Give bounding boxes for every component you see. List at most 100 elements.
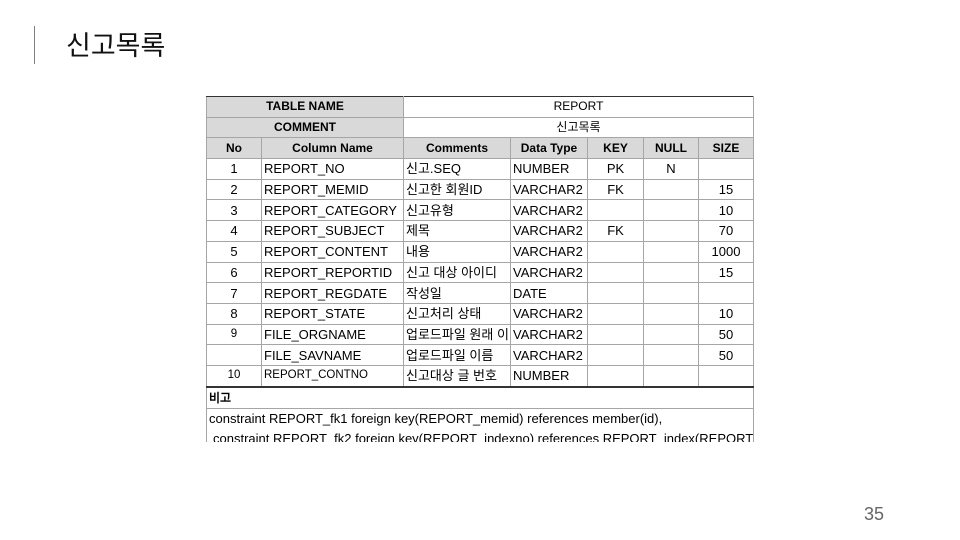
cell-column-name: REPORT_REPORTID — [261, 261, 404, 284]
meta-value: REPORT — [402, 96, 754, 118]
cell-size — [697, 158, 754, 180]
cell-null — [643, 261, 699, 284]
table-row: 5 REPORT_CONTENT 내용 VARCHAR2 1000 — [206, 240, 754, 263]
cell-key — [587, 199, 644, 222]
column-header: Data Type — [510, 137, 588, 160]
cell-size — [697, 364, 754, 388]
cell-no: 6 — [206, 261, 262, 284]
cell-no: 10 — [206, 364, 262, 388]
cell-data-type: VARCHAR2 — [510, 323, 588, 346]
cell-data-type: VARCHAR2 — [510, 240, 588, 263]
note-line: constraint REPORT_fk1 foreign key(REPORT… — [206, 407, 754, 429]
cell-column-name: REPORT_REGDATE — [261, 282, 404, 304]
cell-no: 4 — [206, 220, 262, 242]
cell-comments: 업로드파일 원래 이 — [403, 323, 511, 346]
cell-comments: 신고.SEQ — [403, 158, 511, 180]
meta-label: TABLE NAME — [206, 96, 404, 118]
table-row: 2 REPORT_MEMID 신고한 회원ID VARCHAR2 FK 15 — [206, 178, 754, 201]
cell-no: 3 — [206, 199, 262, 222]
title-divider — [34, 26, 35, 64]
cell-column-name: REPORT_CATEGORY — [261, 199, 404, 222]
cell-size: 15 — [697, 178, 754, 201]
cell-data-type: VARCHAR2 — [510, 199, 588, 222]
cell-null — [643, 323, 699, 346]
cell-data-type: VARCHAR2 — [510, 344, 588, 366]
cell-null — [643, 220, 699, 242]
cell-key: FK — [587, 220, 644, 242]
cell-null — [643, 240, 699, 263]
notes-row: constraint REPORT_fk2 foreign key(REPORT… — [206, 428, 754, 442]
table-row: 4 REPORT_SUBJECT 제목 VARCHAR2 FK 70 — [206, 220, 754, 242]
cell-null — [643, 199, 699, 222]
cell-no — [206, 344, 262, 366]
table-row: 9 FILE_ORGNAME 업로드파일 원래 이 VARCHAR2 50 — [206, 323, 754, 346]
cell-null — [643, 302, 699, 325]
cell-null — [643, 282, 699, 304]
cell-comments: 신고 대상 아이디 — [403, 261, 511, 284]
cell-size: 70 — [697, 220, 754, 242]
cell-data-type: VARCHAR2 — [510, 261, 588, 284]
table-row: 6 REPORT_REPORTID 신고 대상 아이디 VARCHAR2 15 — [206, 261, 754, 284]
cell-column-name: FILE_ORGNAME — [261, 323, 404, 346]
cell-comments: 신고처리 상태 — [403, 302, 511, 325]
cell-key: FK — [587, 178, 644, 201]
column-header: Column Name — [261, 137, 404, 160]
column-header: Comments — [403, 137, 511, 160]
cell-column-name: FILE_SAVNAME — [261, 344, 404, 366]
note-line: constraint REPORT_fk2 foreign key(REPORT… — [206, 428, 754, 442]
table-row: 10 REPORT_CONTNO 신고대상 글 번호 NUMBER — [206, 364, 754, 388]
cell-comments: 신고유형 — [403, 199, 511, 222]
cell-column-name: REPORT_STATE — [261, 302, 404, 325]
cell-no: 5 — [206, 240, 262, 263]
table-spec-container: TABLE NAME REPORT COMMENT 신고목록 No Column… — [206, 96, 754, 442]
column-header: KEY — [587, 137, 644, 160]
cell-data-type: VARCHAR2 — [510, 220, 588, 242]
column-header: No — [206, 137, 262, 160]
cell-size — [697, 282, 754, 304]
cell-column-name: REPORT_CONTNO — [261, 364, 404, 388]
cell-size: 50 — [697, 323, 754, 346]
cell-comments: 신고한 회원ID — [403, 178, 511, 201]
table-row: 3 REPORT_CATEGORY 신고유형 VARCHAR2 10 — [206, 199, 754, 222]
meta-value: 신고목록 — [402, 116, 754, 139]
cell-comments: 작성일 — [403, 282, 511, 304]
cell-data-type: NUMBER — [510, 158, 588, 180]
cell-data-type: VARCHAR2 — [510, 178, 588, 201]
cell-key — [587, 344, 644, 366]
cell-comments: 업로드파일 이름 — [403, 344, 511, 366]
cell-size: 15 — [697, 261, 754, 284]
cell-null: N — [643, 158, 699, 180]
cell-comments: 신고대상 글 번호 — [403, 364, 511, 388]
cell-null — [643, 344, 699, 366]
notes-header-row: 비고 — [206, 385, 754, 409]
cell-key: PK — [587, 158, 644, 180]
meta-row-comment: COMMENT 신고목록 — [206, 116, 754, 139]
cell-size: 10 — [697, 199, 754, 222]
cell-key — [587, 323, 644, 346]
cell-key — [587, 302, 644, 325]
header-row: No Column Name Comments Data Type KEY NU… — [206, 137, 754, 160]
page-number: 35 — [864, 504, 885, 524]
cell-key — [587, 261, 644, 284]
table-row: 1 REPORT_NO 신고.SEQ NUMBER PK N — [206, 158, 754, 180]
cell-key — [587, 364, 644, 388]
cell-null — [643, 178, 699, 201]
cell-column-name: REPORT_MEMID — [261, 178, 404, 201]
cell-data-type: DATE — [510, 282, 588, 304]
cell-column-name: REPORT_SUBJECT — [261, 220, 404, 242]
notes-row: constraint REPORT_fk1 foreign key(REPORT… — [206, 407, 754, 429]
cell-null — [643, 364, 699, 388]
notes-label: 비고 — [209, 390, 232, 405]
cell-data-type: NUMBER — [510, 364, 588, 388]
meta-row-table-name: TABLE NAME REPORT — [206, 96, 754, 118]
meta-label: COMMENT — [206, 116, 404, 139]
cell-comments: 제목 — [403, 220, 511, 242]
column-header: NULL — [643, 137, 699, 160]
cell-data-type: VARCHAR2 — [510, 302, 588, 325]
cell-no: 9 — [206, 323, 262, 346]
cell-key — [587, 240, 644, 263]
cell-column-name: REPORT_CONTENT — [261, 240, 404, 263]
slide-title: 신고목록 — [66, 31, 166, 62]
cell-size: 10 — [697, 302, 754, 325]
cell-comments: 내용 — [403, 240, 511, 263]
